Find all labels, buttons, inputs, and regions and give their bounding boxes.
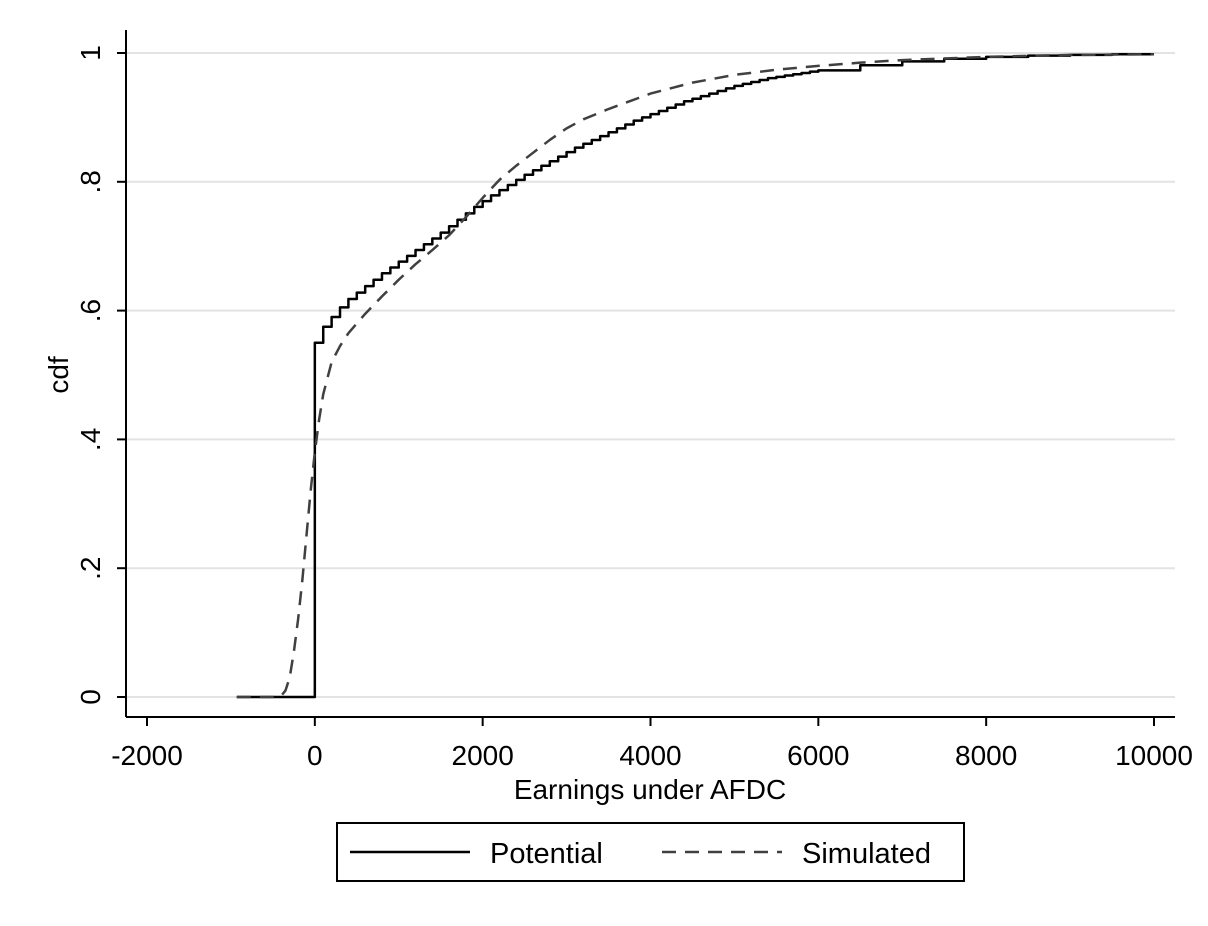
legend-label-simulated: Simulated — [802, 838, 931, 870]
series-line-potential — [236, 53, 1154, 699]
x-tick-label: 0 — [307, 740, 323, 771]
x-tick-label: 10000 — [1115, 740, 1193, 771]
x-tick-label: 6000 — [787, 740, 849, 771]
y-tick-label: 1 — [75, 45, 106, 61]
legend: Potential Simulated — [336, 822, 965, 882]
y-tick-label: .8 — [75, 170, 106, 193]
series-line-simulated — [236, 53, 1155, 699]
x-tick-label: 8000 — [955, 740, 1017, 771]
x-tick-label: 2000 — [452, 740, 514, 771]
x-tick-label: 4000 — [619, 740, 681, 771]
x-axis-title: Earnings under AFDC — [514, 774, 786, 805]
ticks: 0 .2 .4 .6 .8 1 -2000 0 2000 4000 6000 8000 10000 — [75, 45, 1193, 771]
x-tick-label: -2000 — [111, 740, 183, 771]
y-tick-label: .6 — [75, 299, 106, 322]
series — [236, 53, 1155, 699]
y-axis-title: cdf — [43, 356, 74, 394]
y-tick-label: .2 — [75, 557, 106, 580]
y-tick-label: .4 — [75, 428, 106, 451]
y-tick-label: 0 — [75, 689, 106, 705]
legend-label-potential: Potential — [490, 838, 603, 870]
